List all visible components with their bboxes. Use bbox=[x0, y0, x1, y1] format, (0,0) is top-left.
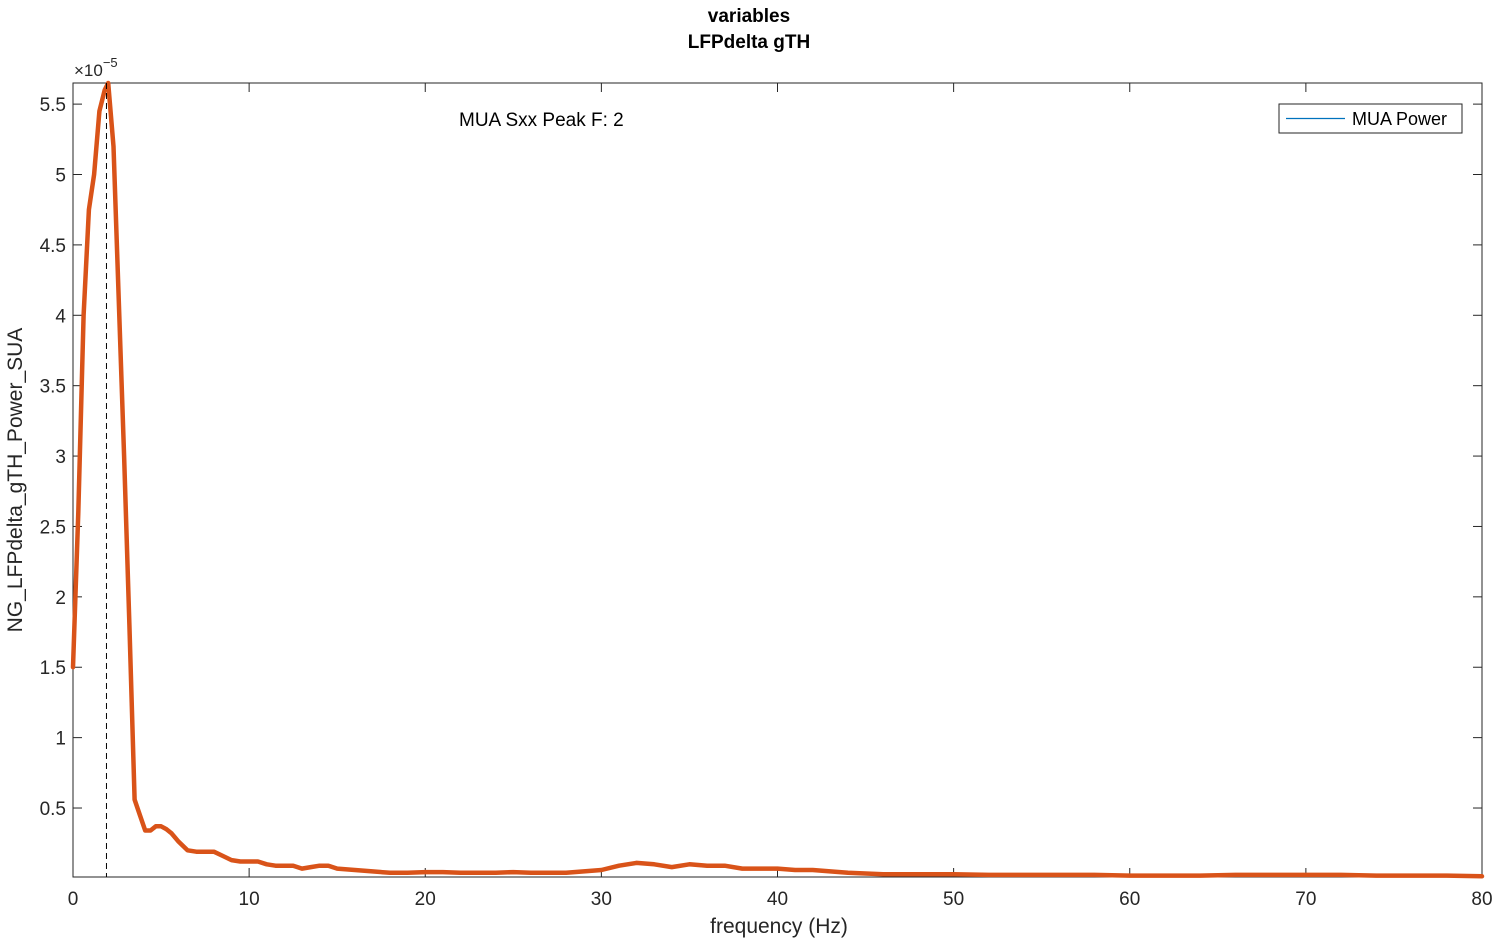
chart-title-line-2: LFPdelta gTH bbox=[688, 32, 810, 53]
x-tick-label: 50 bbox=[943, 889, 964, 910]
x-tick-label: 0 bbox=[68, 889, 79, 910]
y-tick-label: 1.5 bbox=[40, 658, 66, 679]
legend: MUA Power bbox=[1278, 103, 1463, 134]
series-line-mua-power bbox=[70, 80, 1485, 879]
y-tick-label: 2.5 bbox=[40, 517, 66, 538]
x-tick-label: 40 bbox=[767, 889, 788, 910]
x-axis-label: frequency (Hz) bbox=[710, 915, 848, 938]
peak-annotation: MUA Sxx Peak F: 2 bbox=[459, 110, 624, 131]
x-tick-label: 60 bbox=[1119, 889, 1140, 910]
x-tick-label: 70 bbox=[1295, 889, 1316, 910]
y-tick-label: 4 bbox=[55, 306, 66, 327]
y-tick-label: 1 bbox=[55, 729, 66, 750]
x-tick-label: 10 bbox=[239, 889, 260, 910]
x-tick-label: 80 bbox=[1471, 889, 1492, 910]
y-tick-label: 2 bbox=[55, 588, 66, 609]
y-tick-label: 3.5 bbox=[40, 377, 66, 398]
y-tick-label: 4.5 bbox=[40, 236, 66, 257]
chart-title-line-1: variables bbox=[708, 6, 790, 27]
y-axis-label: NG_LFPdelta_gTH_Power_SUA bbox=[4, 328, 27, 633]
legend-entry-mua-power: MUA Power bbox=[1352, 109, 1447, 129]
y-tick-label: 5 bbox=[55, 166, 66, 187]
y-exponent-label: ×10−5 bbox=[74, 55, 118, 80]
x-tick-label: 20 bbox=[415, 889, 436, 910]
axes-frame bbox=[72, 82, 1483, 878]
y-tick-label: 3 bbox=[55, 447, 66, 468]
x-tick-label: 30 bbox=[591, 889, 612, 910]
y-tick-label: 0.5 bbox=[40, 799, 66, 820]
y-tick-label: 5.5 bbox=[40, 95, 66, 116]
